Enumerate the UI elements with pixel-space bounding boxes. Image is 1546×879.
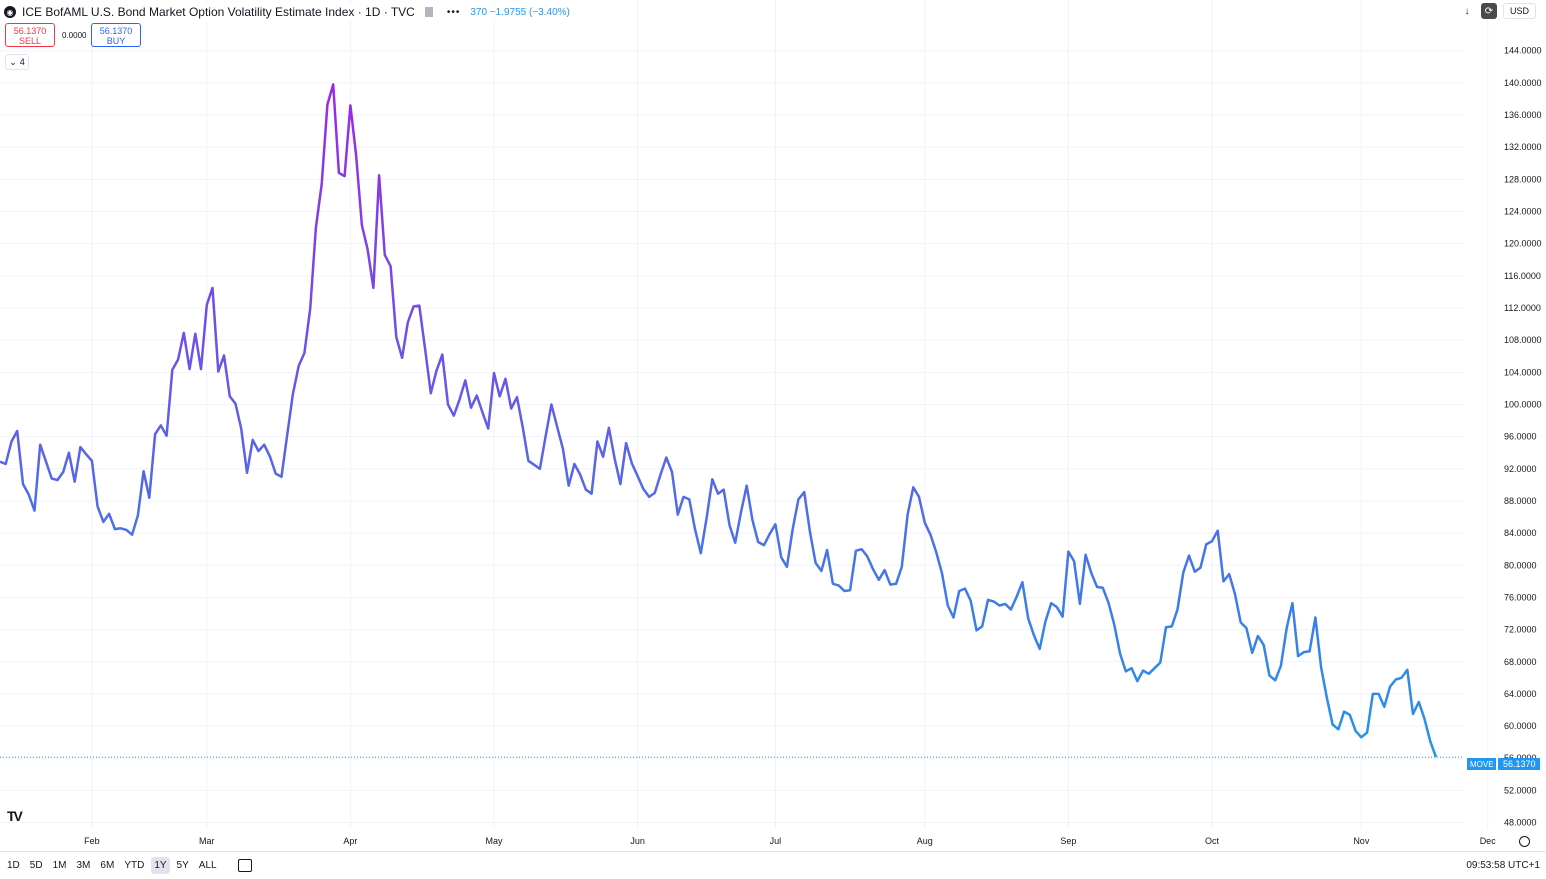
last-price-label-bg [1467,758,1496,770]
x-tick-label: Oct [1205,836,1220,846]
y-tick-label: 132.0000 [1504,142,1542,152]
y-tick-label: 144.0000 [1504,46,1542,56]
indicators-toggle[interactable]: ⌄ 4 [5,54,29,70]
more-options-icon[interactable]: ••• [446,6,461,18]
y-tick-label: 124.0000 [1504,207,1542,217]
visibility-icon[interactable] [424,7,433,17]
y-tick-label: 68.0000 [1504,657,1537,667]
x-tick-label: Dec [1480,836,1497,846]
y-tick-label: 52.0000 [1504,785,1537,795]
range-button-5y[interactable]: 5Y [176,860,189,871]
y-tick-label: 76.0000 [1504,592,1537,602]
sell-label: SELL [18,36,42,46]
last-price-symbol: MOVE [1470,760,1494,769]
y-tick-label: 60.0000 [1504,721,1537,731]
refresh-icon[interactable]: ⟳ [1480,3,1497,19]
tradingview-logo-icon: TV [7,808,23,824]
y-tick-label: 100.0000 [1504,399,1542,409]
y-tick-label: 136.0000 [1504,110,1542,120]
y-tick-label: 116.0000 [1504,271,1541,281]
y-axis: 48.000052.000056.000060.000064.000068.00… [1504,46,1542,828]
y-tick-label: 80.0000 [1504,560,1537,570]
range-button-6m[interactable]: 6M [100,860,115,871]
y-tick-label: 112.0000 [1504,303,1541,313]
arrow-down-icon[interactable]: ↓ [1464,5,1470,17]
price-change: 370 −1.9755 (−3.40%) [470,6,570,18]
top-right-controls: ↓ ⟳ USD [1459,3,1536,19]
x-tick-label: Aug [917,836,933,846]
range-button-5d[interactable]: 5D [29,860,43,871]
x-tick-label: Apr [343,836,357,846]
y-tick-label: 120.0000 [1504,239,1542,249]
range-button-1d[interactable]: 1D [7,860,20,871]
y-tick-label: 108.0000 [1504,335,1542,345]
y-tick-label: 128.0000 [1504,174,1542,184]
sell-button[interactable]: 56.1370 SELL [5,23,55,47]
y-tick-label: 104.0000 [1504,367,1542,377]
y-tick-label: 92.0000 [1504,464,1537,474]
range-button-all[interactable]: ALL [198,860,217,871]
last-price-value: 56.1370 [1503,759,1536,769]
y-tick-label: 140.0000 [1504,78,1542,88]
spread-value: 0.0000 [62,31,87,40]
x-tick-label: Nov [1353,836,1370,846]
y-tick-label: 96.0000 [1504,432,1537,442]
chevron-down-icon: ⌄ [9,56,17,67]
y-tick-label: 88.0000 [1504,496,1537,506]
clock: 09:53:58 UTC+1 [1466,860,1540,871]
y-tick-label: 48.0000 [1504,818,1537,828]
calendar-icon[interactable] [237,859,252,872]
last-price-label: MOVE 56.1370 [1467,758,1540,770]
range-button-3m[interactable]: 3M [76,860,91,871]
y-tick-label: 72.0000 [1504,625,1537,635]
range-buttons: 1D 5D 1M 3M 6M YTD 1Y 5Y ALL [0,857,220,874]
chart-legend: ◉ ICE BofAML U.S. Bond Market Option Vol… [4,3,570,21]
range-button-ytd[interactable]: YTD [124,860,145,871]
settings-icon[interactable] [1519,836,1530,847]
sell-price: 56.1370 [13,26,47,36]
x-axis: FebMarAprMayJunJulAugSepOctNovDec2026 [84,836,1497,846]
chart-title[interactable]: ICE BofAML U.S. Bond Market Option Volat… [22,5,415,19]
y-tick-label: 64.0000 [1504,689,1537,699]
chart-grid [0,0,1489,829]
x-tick-label: Sep [1060,836,1076,846]
currency-selector[interactable]: USD [1502,3,1536,19]
x-tick-label: Mar [199,836,215,846]
buy-button[interactable]: 56.1370 BUY [91,23,141,47]
buy-label: BUY [106,36,126,46]
bottom-toolbar: 1D 5D 1M 3M 6M YTD 1Y 5Y ALL 09:53:58 UTC+1 [0,851,1546,879]
range-button-1m[interactable]: 1M [52,860,67,871]
series-line [0,83,1438,758]
y-tick-label: 84.0000 [1504,528,1537,538]
range-button-1y[interactable]: 1Y [151,857,170,874]
indicator-count: 4 [19,57,25,67]
x-tick-label: Feb [84,836,100,846]
buy-price: 56.1370 [99,26,133,36]
symbol-logo-icon: ◉ [4,6,16,18]
x-tick-label: Jun [630,836,645,846]
x-tick-label: May [485,836,503,846]
x-tick-label: Jul [770,836,782,846]
last-price-value-bg [1498,758,1540,770]
